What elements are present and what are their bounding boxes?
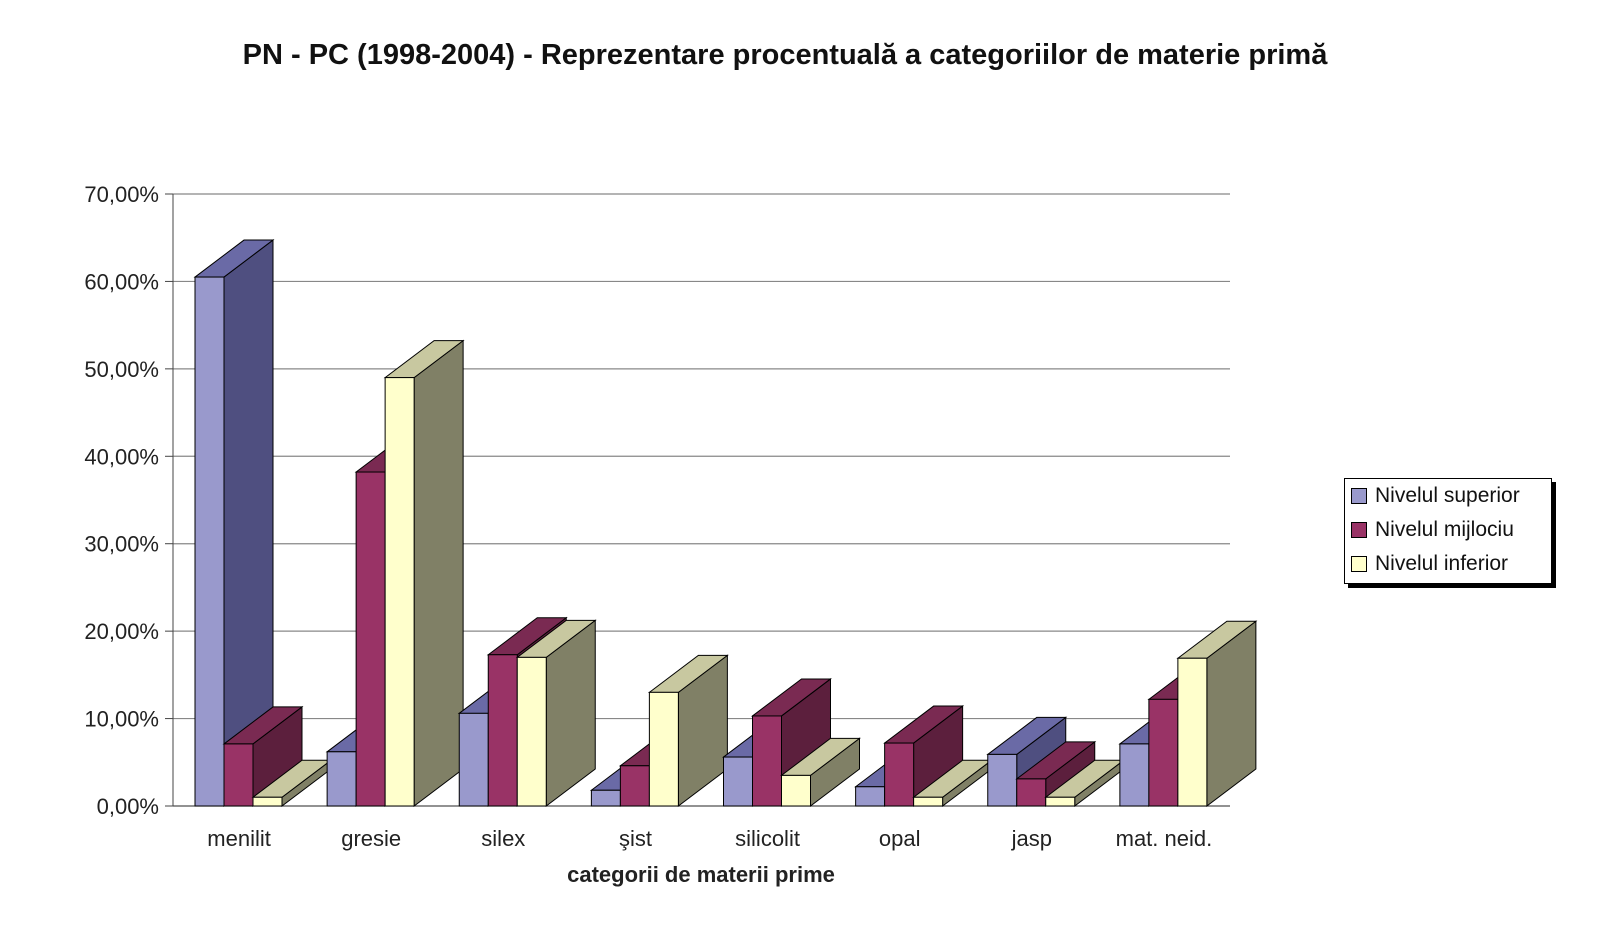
legend-swatch: [1351, 522, 1367, 538]
bar-1-1: [355, 471, 386, 807]
y-tick-label: 10,00%: [84, 707, 159, 732]
bar-1-4: [752, 715, 782, 807]
chart-title: PN - PC (1998-2004) - Reprezentare proce…: [242, 39, 1328, 71]
bar-0-6: [987, 753, 1018, 807]
bar-1-3: [619, 765, 650, 807]
x-axis-label: categorii de materii prime: [567, 862, 835, 887]
y-tick-label: 40,00%: [84, 444, 159, 469]
x-tick-label: jasp: [1011, 826, 1052, 851]
bar-2-4: [781, 774, 811, 807]
bar-0-2: [458, 712, 489, 807]
bar-2-5: [913, 796, 944, 807]
y-tick-label: 0,00%: [97, 794, 159, 819]
x-tick-label: menilit: [207, 826, 271, 851]
bar-0-1: [326, 751, 357, 807]
legend-item-superior: Nivelul superior: [1345, 479, 1551, 513]
legend-swatch: [1351, 488, 1367, 504]
legend-label: Nivelul mijlociu: [1375, 518, 1514, 541]
x-tick-label: opal: [879, 826, 921, 851]
bar-1-5: [884, 742, 915, 807]
bar-0-4: [723, 756, 753, 807]
y-tick-label: 30,00%: [84, 532, 159, 557]
legend-label: Nivelul inferior: [1375, 552, 1509, 575]
bar-0-5: [855, 786, 886, 807]
bar-1-2: [487, 654, 518, 807]
y-tick-label: 60,00%: [84, 269, 159, 294]
bar-0-7: [1119, 743, 1150, 807]
bar-0-0: [194, 276, 225, 807]
x-tick-label: şist: [619, 826, 652, 851]
x-tick-label: mat. neid.: [1116, 826, 1213, 851]
bar-2-1: [384, 377, 415, 807]
legend-swatch: [1351, 556, 1367, 572]
legend-item-inferior: Nivelul inferior: [1345, 547, 1551, 581]
y-tick-label: 70,00%: [84, 182, 159, 207]
x-tick-label: gresie: [341, 826, 401, 851]
x-tick-label: silicolit: [735, 826, 800, 851]
y-tick-label: 50,00%: [84, 357, 159, 382]
legend: Nivelul superior Nivelul mijlociu Nivelu…: [1344, 478, 1552, 584]
legend-label: Nivelul superior: [1375, 484, 1520, 507]
bar-2-6: [1045, 796, 1076, 807]
bar-2-3: [648, 691, 679, 807]
bar-side: [413, 339, 464, 808]
bar-2-7: [1177, 657, 1208, 807]
bar-1-7: [1148, 698, 1179, 807]
y-tick-label: 20,00%: [84, 619, 159, 644]
bar-1-6: [1016, 778, 1047, 807]
legend-item-mijlociu: Nivelul mijlociu: [1345, 513, 1551, 547]
bar-0-3: [590, 789, 621, 807]
bar-1-0: [223, 743, 254, 807]
bar-2-2: [516, 656, 547, 807]
x-tick-label: silex: [481, 826, 525, 851]
bar-2-0: [252, 796, 283, 807]
